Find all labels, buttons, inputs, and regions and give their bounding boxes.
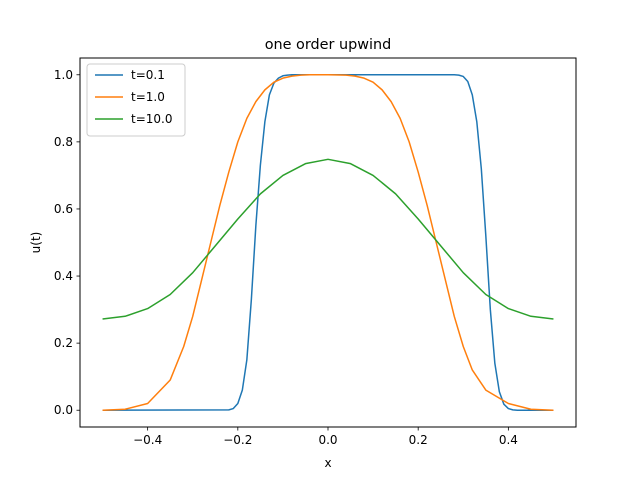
y-tick-label: 0.2 — [54, 336, 73, 350]
x-tick-label: −0.4 — [133, 433, 162, 447]
legend-box — [86, 63, 186, 137]
y-tick-label: 1.0 — [54, 68, 73, 82]
x-tick-label: 0.4 — [499, 433, 518, 447]
y-tick-label: 0.0 — [54, 403, 73, 417]
y-tick-label: 0.6 — [54, 202, 73, 216]
y-tick-label: 0.8 — [54, 135, 73, 149]
legend-label: t=1.0 — [131, 90, 165, 104]
y-axis: 0.0 0.2 0.4 0.6 0.8 1.0 — [54, 68, 80, 417]
series-line-2 — [102, 74, 554, 411]
x-tick-label: 0.2 — [409, 433, 428, 447]
x-tick-label: −0.2 — [223, 433, 252, 447]
series-layer — [102, 74, 554, 411]
legend-label: t=0.1 — [131, 68, 165, 82]
x-axis: −0.4 −0.2 0.0 0.2 0.4 — [133, 427, 518, 447]
x-axis-label: x — [324, 456, 331, 470]
x-tick-label: 0.0 — [318, 433, 337, 447]
y-tick-label: 0.4 — [54, 269, 73, 283]
series-line-3 — [102, 158, 554, 320]
legend-label: t=10.0 — [131, 112, 172, 126]
y-axis-label: u(t) — [29, 232, 43, 254]
legend: t=0.1 t=1.0 t=10.0 — [86, 63, 186, 137]
chart-title: one order upwind — [265, 37, 392, 53]
